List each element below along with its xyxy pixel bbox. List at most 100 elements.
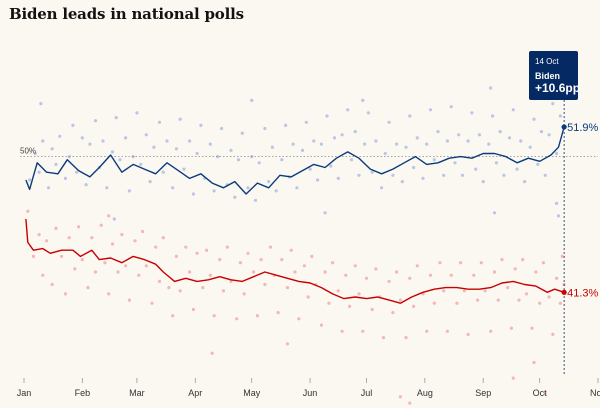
poll-dot-biden	[363, 142, 367, 146]
end-labels: 51.9% 41.3%	[567, 122, 598, 299]
trend-line-trump	[25, 218, 565, 304]
poll-dot-biden	[195, 151, 199, 156]
poll-dot-trump	[242, 292, 246, 296]
poll-dot-biden	[539, 130, 544, 134]
poll-dot-trump	[116, 270, 120, 274]
poll-dot-trump	[361, 329, 365, 333]
poll-dot-biden	[449, 105, 453, 109]
x-tick-label: May	[243, 388, 261, 398]
poll-dot-biden	[216, 155, 220, 159]
poll-dot-trump	[524, 292, 529, 296]
poll-dot-trump	[289, 248, 293, 252]
poll-dot-biden	[300, 148, 305, 152]
poll-dot-trump	[178, 289, 182, 293]
poll-dot-trump	[404, 336, 408, 340]
poll-dot-biden	[174, 147, 178, 151]
poll-dot-trump	[408, 401, 412, 405]
poll-dot-biden	[253, 198, 258, 202]
poll-dot-trump	[472, 273, 476, 277]
end-label-trump: 41.3%	[567, 287, 598, 299]
poll-dot-biden	[487, 142, 491, 146]
poll-dot-trump	[208, 273, 212, 277]
poll-dot-biden	[319, 142, 323, 146]
poll-dot-biden	[470, 111, 474, 115]
poll-dot-biden	[336, 176, 340, 180]
trend-line-biden	[25, 126, 565, 195]
chart-title: Biden leads in national polls	[9, 5, 244, 23]
poll-dot-trump	[551, 332, 555, 336]
poll-dot-trump	[438, 261, 442, 265]
poll-dot-biden	[246, 186, 250, 190]
poll-dot-trump	[238, 261, 242, 265]
poll-dot-trump	[455, 301, 459, 305]
poll-dot-trump	[442, 289, 446, 293]
poll-dot-biden	[118, 158, 122, 162]
poll-dot-biden	[171, 186, 175, 190]
poll-dot-biden	[161, 170, 165, 174]
poll-dot-trump	[127, 298, 131, 302]
end-marker-trump	[561, 289, 567, 295]
poll-dot-trump	[188, 270, 192, 274]
poll-dot-trump	[538, 301, 542, 305]
poll-dot-trump	[99, 223, 103, 227]
poll-dot-biden	[263, 126, 267, 131]
poll-dot-trump	[268, 245, 273, 249]
poll-dot-biden	[502, 173, 506, 177]
poll-dot-trump	[513, 267, 517, 271]
poll-dot-biden	[515, 167, 519, 171]
end-label-biden: 51.9%	[567, 122, 598, 134]
poll-dot-biden	[233, 195, 237, 199]
poll-dot-biden	[543, 173, 547, 177]
poll-dot-trump	[31, 254, 35, 258]
poll-dot-biden	[37, 170, 41, 174]
poll-dot-trump	[137, 273, 141, 277]
poll-dot-trump	[171, 314, 175, 318]
poll-dot-biden	[80, 136, 84, 140]
poll-dot-biden	[93, 119, 98, 123]
poll-dot-biden	[139, 162, 143, 166]
tooltip-value: +10.6pp	[535, 81, 581, 95]
poll-dot-trump	[489, 329, 493, 333]
poll-dot-biden	[555, 201, 559, 205]
poll-dot-biden	[391, 173, 395, 177]
poll-dot-trump	[428, 273, 433, 277]
poll-dot-biden	[50, 147, 54, 151]
poll-dot-trump	[344, 273, 348, 277]
poll-dot-biden	[110, 150, 115, 154]
poll-dot-trump	[212, 314, 216, 318]
poll-dot-trump	[110, 242, 115, 246]
poll-dot-biden	[481, 180, 485, 184]
poll-dot-biden	[404, 145, 408, 149]
poll-dot-trump	[45, 239, 49, 243]
poll-dot-trump	[364, 276, 369, 280]
poll-dot-trump	[50, 282, 54, 287]
poll-dot-trump	[174, 254, 178, 258]
poll-dot-trump	[133, 239, 137, 243]
poll-dot-biden	[558, 114, 563, 118]
poll-dot-trump	[255, 314, 259, 318]
poll-dot-biden	[457, 133, 461, 137]
poll-dot-trump	[492, 270, 497, 274]
poll-dot-biden	[208, 142, 212, 146]
poll-dot-trump	[150, 301, 154, 305]
poll-dot-trump	[73, 267, 77, 271]
poll-dot-trump	[310, 254, 314, 258]
tooltip-date: 14 Oct	[535, 57, 559, 66]
poll-dot-biden	[477, 133, 481, 137]
poll-dot-biden	[188, 139, 192, 143]
poll-dot-biden	[361, 98, 365, 102]
poll-dot-trump	[77, 225, 81, 229]
tooltip-candidate: Biden	[535, 71, 561, 81]
poll-dot-biden	[442, 173, 446, 177]
poll-dot-biden	[63, 176, 67, 180]
poll-dot-biden	[250, 98, 254, 102]
x-tick-label: Nov	[590, 388, 600, 398]
poll-dot-biden	[474, 167, 478, 171]
poll-dots	[26, 58, 566, 405]
poll-dot-biden	[412, 165, 416, 170]
poll-dot-trump	[276, 311, 280, 315]
poll-dot-trump	[144, 264, 148, 268]
poll-dot-biden	[114, 116, 118, 120]
poll-dot-biden	[295, 186, 299, 190]
